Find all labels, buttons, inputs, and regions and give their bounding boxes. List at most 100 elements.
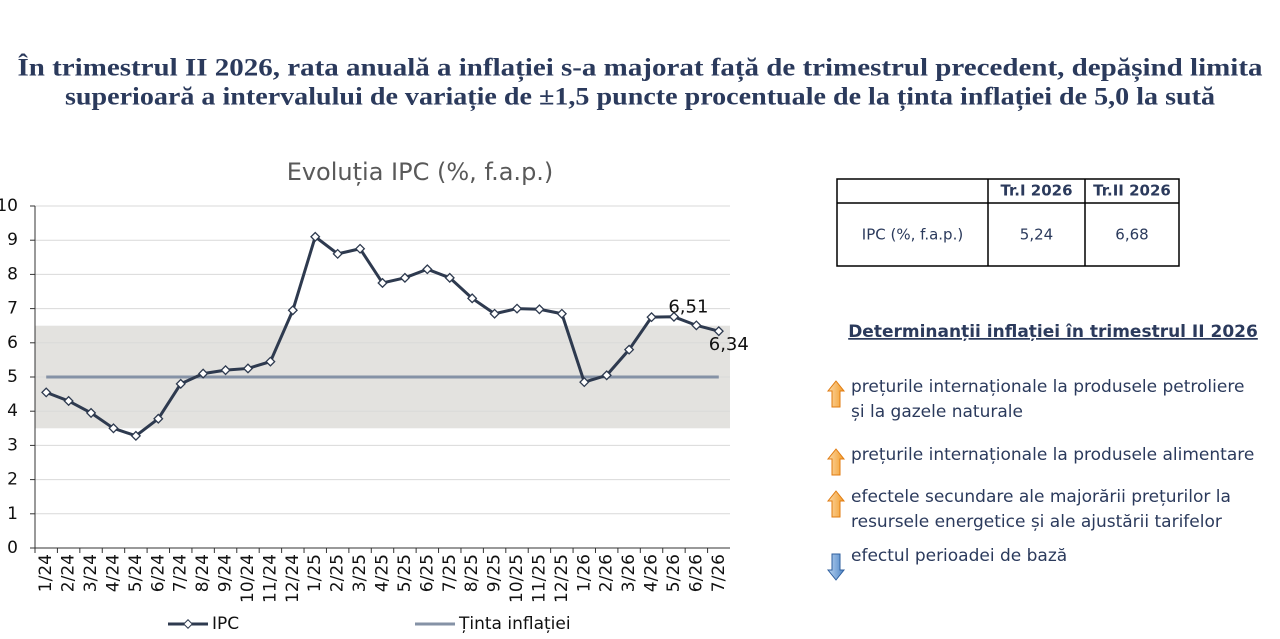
value-label: 6,51: [668, 296, 708, 317]
table-cell: IPC (%, f.a.p.): [862, 226, 963, 244]
point-marker: [197, 368, 209, 379]
point-marker: [444, 272, 455, 283]
table-header: Tr.II 2026: [1093, 182, 1171, 200]
x-tick-label: 1/24: [36, 554, 56, 592]
point-marker: [377, 277, 388, 289]
x-tick-label: 8/24: [193, 554, 213, 592]
x-tick-label: 4/25: [373, 554, 393, 592]
y-tick-label: 5: [7, 367, 18, 387]
x-tick-label: 10/24: [238, 554, 258, 603]
x-tick-label: 5/25: [395, 554, 415, 592]
y-tick-label: 6: [7, 333, 18, 353]
x-tick-label: 11/24: [260, 554, 280, 603]
x-tick-label: 6/24: [148, 554, 168, 592]
point-marker: [623, 344, 635, 355]
x-tick-label: 7/26: [709, 554, 729, 592]
determinant-text: prețurile internaționale la produsele al…: [851, 445, 1254, 465]
point-marker: [85, 407, 97, 419]
point-marker: [153, 413, 164, 424]
point-marker: [467, 293, 478, 304]
y-tick-label: 9: [7, 230, 18, 250]
x-tick-label: 9/24: [216, 554, 236, 592]
point-marker: [265, 356, 276, 367]
determinant-text: și la gazele naturale: [851, 402, 1023, 422]
point-marker: [579, 376, 590, 388]
determinant-text: efectele secundare ale majorării prețuri…: [851, 487, 1231, 507]
arrow-up: [826, 448, 846, 476]
x-tick-label: 3/25: [350, 554, 370, 592]
x-tick-label: 2/24: [59, 554, 79, 592]
determinant-text: resursele energetice și ale ajustării ta…: [851, 512, 1222, 532]
slide-title: În trimestrul II 2026, rata anuală a inf…: [18, 54, 1264, 83]
x-tick-label: 8/25: [462, 554, 482, 592]
point-marker: [310, 231, 321, 242]
arrow-up: [826, 380, 846, 408]
point-marker: [646, 311, 657, 323]
point-marker: [130, 430, 142, 441]
x-tick-label: 12/25: [552, 554, 572, 603]
y-tick-label: 0: [7, 538, 18, 558]
point-marker: [220, 364, 231, 376]
table-border: [836, 178, 1180, 267]
point-marker: [108, 423, 119, 434]
x-tick-label: 9/25: [485, 554, 505, 592]
y-tick-label: 3: [7, 435, 18, 455]
y-tick-label: 10: [0, 196, 18, 216]
point-marker: [354, 243, 366, 254]
x-tick-label: 7/24: [171, 554, 191, 592]
legend-label: Ținta inflației: [458, 614, 571, 634]
legend-label: IPC: [212, 614, 239, 634]
x-tick-label: 5/24: [126, 554, 146, 592]
x-tick-label: 6/26: [686, 554, 706, 592]
y-tick-label: 4: [7, 401, 18, 421]
point-marker: [713, 326, 724, 337]
point-marker: [422, 264, 433, 275]
x-tick-label: 10/25: [507, 554, 527, 603]
slide-title: superioară a intervalului de variație de…: [65, 84, 1216, 112]
point-marker: [668, 311, 680, 322]
legend-marker: [183, 619, 193, 629]
y-tick-label: 2: [7, 470, 18, 490]
point-marker: [287, 305, 298, 316]
x-tick-label: 6/25: [417, 554, 437, 592]
x-tick-label: 12/24: [283, 554, 303, 603]
determinants-title: Determinanții inflației în trimestrul II…: [848, 322, 1258, 342]
point-marker: [332, 248, 343, 260]
x-tick-label: 2/26: [597, 554, 617, 592]
x-tick-label: 4/26: [642, 554, 662, 592]
point-marker: [511, 303, 523, 314]
y-tick-label: 1: [7, 504, 18, 524]
point-marker: [489, 308, 500, 319]
point-marker: [63, 395, 74, 407]
point-marker: [534, 304, 545, 315]
point-marker: [41, 387, 52, 398]
arrow-up: [826, 490, 846, 518]
y-tick-label: 8: [7, 264, 18, 284]
table-cell: 6,68: [1115, 226, 1148, 244]
x-tick-label: 3/26: [619, 554, 639, 592]
x-tick-label: 7/25: [440, 554, 460, 592]
x-tick-label: 2/25: [328, 554, 348, 592]
determinant-text: efectul perioadei de bază: [851, 546, 1067, 566]
chart-title: Evoluția IPC (%, f.a.p.): [287, 158, 554, 186]
x-tick-label: 1/26: [574, 554, 594, 592]
determinant-text: prețurile internaționale la produsele pe…: [851, 377, 1244, 397]
point-marker: [601, 370, 612, 381]
y-tick-label: 7: [7, 299, 18, 319]
x-tick-label: 1/25: [305, 554, 325, 592]
point-marker: [399, 272, 411, 283]
table-header: Tr.I 2026: [1000, 182, 1072, 200]
table-cell: 5,24: [1020, 226, 1053, 244]
arrow-down: [826, 553, 846, 581]
value-label: 6,34: [709, 334, 749, 355]
point-marker: [691, 320, 702, 331]
point-marker: [556, 308, 568, 319]
x-tick-label: 5/26: [664, 554, 684, 592]
x-tick-label: 11/25: [529, 554, 549, 603]
x-tick-label: 4/24: [103, 554, 123, 592]
x-tick-label: 3/24: [81, 554, 101, 592]
point-marker: [175, 378, 186, 390]
point-marker: [242, 363, 254, 374]
